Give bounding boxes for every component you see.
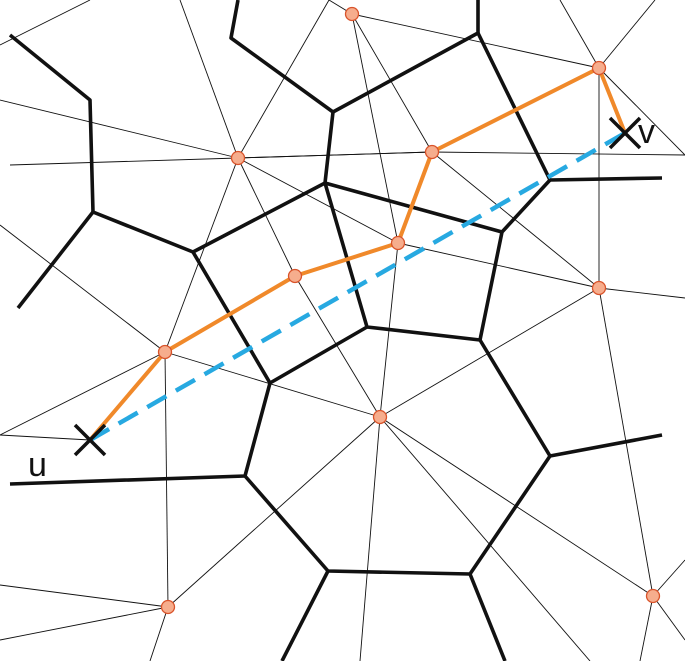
delaunay-edge	[0, 434, 91, 441]
delaunay-edge	[0, 99, 239, 159]
delaunay-edge	[237, 151, 433, 159]
site-point	[424, 144, 440, 160]
delaunay-edge	[0, 584, 169, 608]
voronoi-edge	[476, 32, 663, 182]
site-point	[160, 599, 176, 615]
delaunay-edge	[0, 351, 166, 436]
delaunay-edge	[237, 157, 399, 244]
delaunay-edge	[164, 157, 239, 353]
site-point	[390, 235, 406, 251]
delaunay-edge	[598, 287, 685, 299]
delaunay-route-path	[88, 66, 627, 442]
site-point	[157, 344, 173, 360]
delaunay-edge	[167, 416, 381, 608]
endpoint-u-mark	[73, 423, 107, 457]
delaunay-edge	[359, 416, 381, 661]
voronoi-diagram	[8, 0, 663, 661]
site-point	[645, 588, 661, 604]
site-point	[591, 280, 607, 296]
delaunay-edge	[0, 224, 166, 353]
label-u: u	[28, 446, 47, 484]
voronoi-edge	[243, 339, 552, 576]
delaunay-edge	[559, 0, 600, 69]
label-v: v	[638, 113, 655, 151]
site-point	[230, 150, 246, 166]
delaunay-edge	[237, 0, 330, 159]
voronoi-edge	[549, 433, 663, 458]
straight-line-u-v	[88, 131, 627, 442]
voronoi-edge	[280, 570, 330, 661]
delaunay-edge	[351, 13, 600, 69]
delaunay-edge	[179, 0, 239, 159]
delaunay-edge	[598, 67, 685, 156]
delaunay-edge	[431, 151, 685, 156]
voronoi-edge	[16, 210, 95, 310]
site-points	[157, 6, 661, 615]
delaunay-edge	[652, 559, 685, 597]
delaunay-edge	[294, 275, 381, 418]
voronoi-edge	[323, 178, 552, 342]
delaunay-edge	[149, 606, 169, 661]
delaunay-edge	[351, 13, 433, 153]
delaunay-edge	[652, 595, 685, 641]
endpoint-v-mark	[608, 116, 642, 150]
delaunay-edge	[164, 351, 381, 418]
delaunay-edge	[639, 595, 654, 661]
delaunay-edge	[9, 157, 239, 166]
site-point	[372, 409, 388, 425]
site-point	[344, 6, 360, 22]
delaunay-edge	[237, 157, 296, 277]
voronoi-edge	[468, 573, 507, 661]
voronoi-edge	[8, 0, 335, 254]
endpoint-marks	[73, 116, 642, 457]
delaunay-edge	[397, 242, 600, 289]
delaunay-edge	[379, 416, 591, 661]
delaunay-edge	[0, 606, 169, 641]
voronoi-edge	[9, 382, 272, 486]
site-point	[287, 268, 303, 284]
voronoi-edge	[324, 181, 503, 234]
delaunay-edge	[351, 13, 399, 244]
straight-line-path	[88, 131, 627, 442]
site-point	[591, 60, 607, 76]
route-polyline	[88, 66, 627, 442]
delaunay-edge	[598, 0, 656, 69]
